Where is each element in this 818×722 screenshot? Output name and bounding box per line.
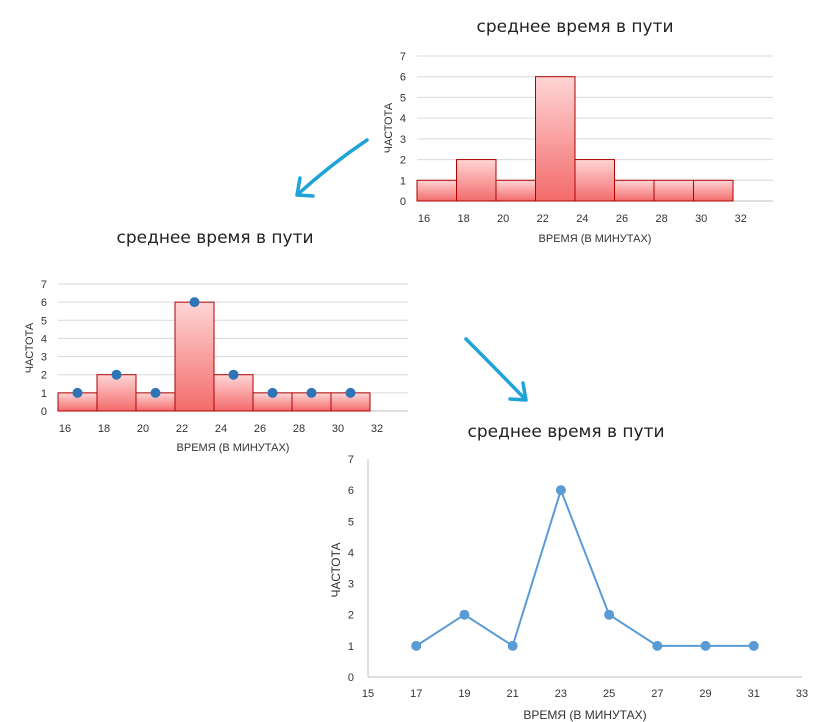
chart2-point: [345, 387, 356, 398]
chart3-ylabel: ЧАСТОТА: [329, 542, 343, 597]
chart2-ytick-label: 5: [41, 315, 47, 327]
chart2-xtick-label: 22: [176, 423, 188, 435]
chart1-xlabel: ВРЕМЯ (В МИНУТАХ): [539, 233, 652, 245]
chart1-ytick-label: 7: [400, 51, 406, 63]
chart3-ytick-label: 6: [348, 485, 354, 497]
chart3-xlabel: ВРЕМЯ (В МИНУТАХ): [523, 708, 646, 722]
chart1-ytick-label: 5: [400, 92, 406, 104]
chart1-xtick-label: 20: [497, 213, 509, 225]
histogram-midpoints-chart: среднее время в пути 0 1 2 3 4 5 6 7 16 18 20 22 24…: [24, 228, 408, 454]
chart2-xtick-label: 16: [59, 423, 71, 435]
chart1-bar: [693, 179, 734, 202]
chart3-point: [748, 640, 759, 651]
histogram-top-chart: среднее время в пути 0 1 2 3 4 5 6 7 16 18 20 22 24…: [383, 17, 773, 245]
chart1-xtick-label: 28: [655, 213, 667, 225]
chart1-bar: [614, 179, 655, 202]
chart1-ytick-label: 1: [400, 175, 406, 187]
chart1-xtick-label: 18: [457, 213, 469, 225]
chart1-xtick-label: 22: [537, 213, 549, 225]
chart3-xtick-label: 17: [410, 688, 422, 700]
chart1-bar: [495, 179, 536, 202]
chart2-point: [228, 369, 239, 380]
chart3-xtick-label: 27: [651, 688, 663, 700]
chart2-xtick-label: 30: [332, 423, 344, 435]
chart3-point: [604, 609, 615, 620]
chart3-point: [459, 609, 470, 620]
chart3-xtick-label: 33: [796, 688, 808, 700]
chart3-point: [555, 485, 566, 496]
chart2-xtick-label: 26: [254, 423, 266, 435]
chart2-ylabel: ЧАСТОТА: [24, 322, 36, 373]
chart2-title: среднее время в пути: [116, 228, 313, 248]
chart1-ylabel: ЧАСТОТА: [383, 102, 395, 153]
chart3-xtick-label: 29: [699, 688, 711, 700]
chart1-xtick-label: 24: [576, 213, 588, 225]
chart1-title: среднее время в пути: [476, 17, 673, 37]
chart2-point: [150, 387, 161, 398]
chart3-ytick-label: 7: [348, 454, 354, 466]
chart2-ytick-label: 3: [41, 352, 47, 364]
chart2-ytick-label: 7: [41, 279, 47, 291]
chart1-xtick-label: 16: [418, 213, 430, 225]
chart1-ytick-label: 4: [400, 113, 406, 125]
chart1-bar: [574, 159, 615, 202]
chart3-xtick-label: 25: [603, 688, 615, 700]
chart2-bar: [96, 374, 137, 412]
chart1-ytick-label: 6: [400, 72, 406, 84]
chart1-xtick-label: 32: [735, 213, 747, 225]
chart2-ytick-label: 0: [41, 406, 47, 418]
chart2-xlabel: ВРЕМЯ (В МИНУТАХ): [177, 442, 290, 454]
chart3-xtick-label: 23: [555, 688, 567, 700]
chart3-xtick-label: 19: [458, 688, 470, 700]
chart1-xtick-label: 26: [616, 213, 628, 225]
chart2-xtick-label: 28: [293, 423, 305, 435]
chart3-ytick-label: 4: [348, 547, 354, 559]
chart2-point: [72, 387, 83, 398]
chart2-xtick-label: 24: [215, 423, 227, 435]
chart2-point: [189, 297, 200, 308]
chart3-ytick-label: 2: [348, 610, 354, 622]
chart3-point: [700, 640, 711, 651]
chart3-title: среднее время в пути: [467, 422, 664, 442]
chart1-ytick-label: 0: [400, 196, 406, 208]
chart2-ytick-label: 1: [41, 388, 47, 400]
chart3-ytick-label: 5: [348, 516, 354, 528]
chart2-xtick-label: 20: [137, 423, 149, 435]
chart2-ytick-label: 2: [41, 370, 47, 382]
chart1-bar: [653, 179, 694, 202]
chart2-point: [306, 387, 317, 398]
chart1-ytick-label: 2: [400, 155, 406, 167]
chart1-xtick-label: 30: [695, 213, 707, 225]
chart3-xtick-label: 21: [507, 688, 519, 700]
chart3-series-line: [415, 487, 754, 648]
chart1-bar: [535, 76, 576, 202]
chart3-xtick-label: 15: [362, 688, 374, 700]
chart3-xtick-label: 31: [748, 688, 760, 700]
chart3-ytick-label: 1: [348, 641, 354, 653]
chart2-point: [267, 387, 278, 398]
chart3-ytick-label: 3: [348, 579, 354, 591]
chart2-bar: [174, 301, 215, 412]
chart2-xtick-label: 18: [98, 423, 110, 435]
chart2-ytick-label: 6: [41, 297, 47, 309]
chart1-bar: [456, 159, 497, 202]
arrow-down-right-icon: [464, 337, 528, 402]
chart2-ytick-label: 4: [41, 333, 47, 345]
chart2-xtick-label: 32: [371, 423, 383, 435]
chart3-point: [652, 640, 663, 651]
chart3-point: [411, 640, 422, 651]
chart3-point: [507, 640, 518, 651]
chart1-ytick-label: 3: [400, 134, 406, 146]
chart1-bar: [416, 179, 457, 202]
chart2-bar: [213, 374, 254, 412]
arrow-down-left-icon: [295, 138, 369, 198]
chart3-ytick-label: 0: [348, 672, 354, 684]
chart2-point: [111, 369, 122, 380]
